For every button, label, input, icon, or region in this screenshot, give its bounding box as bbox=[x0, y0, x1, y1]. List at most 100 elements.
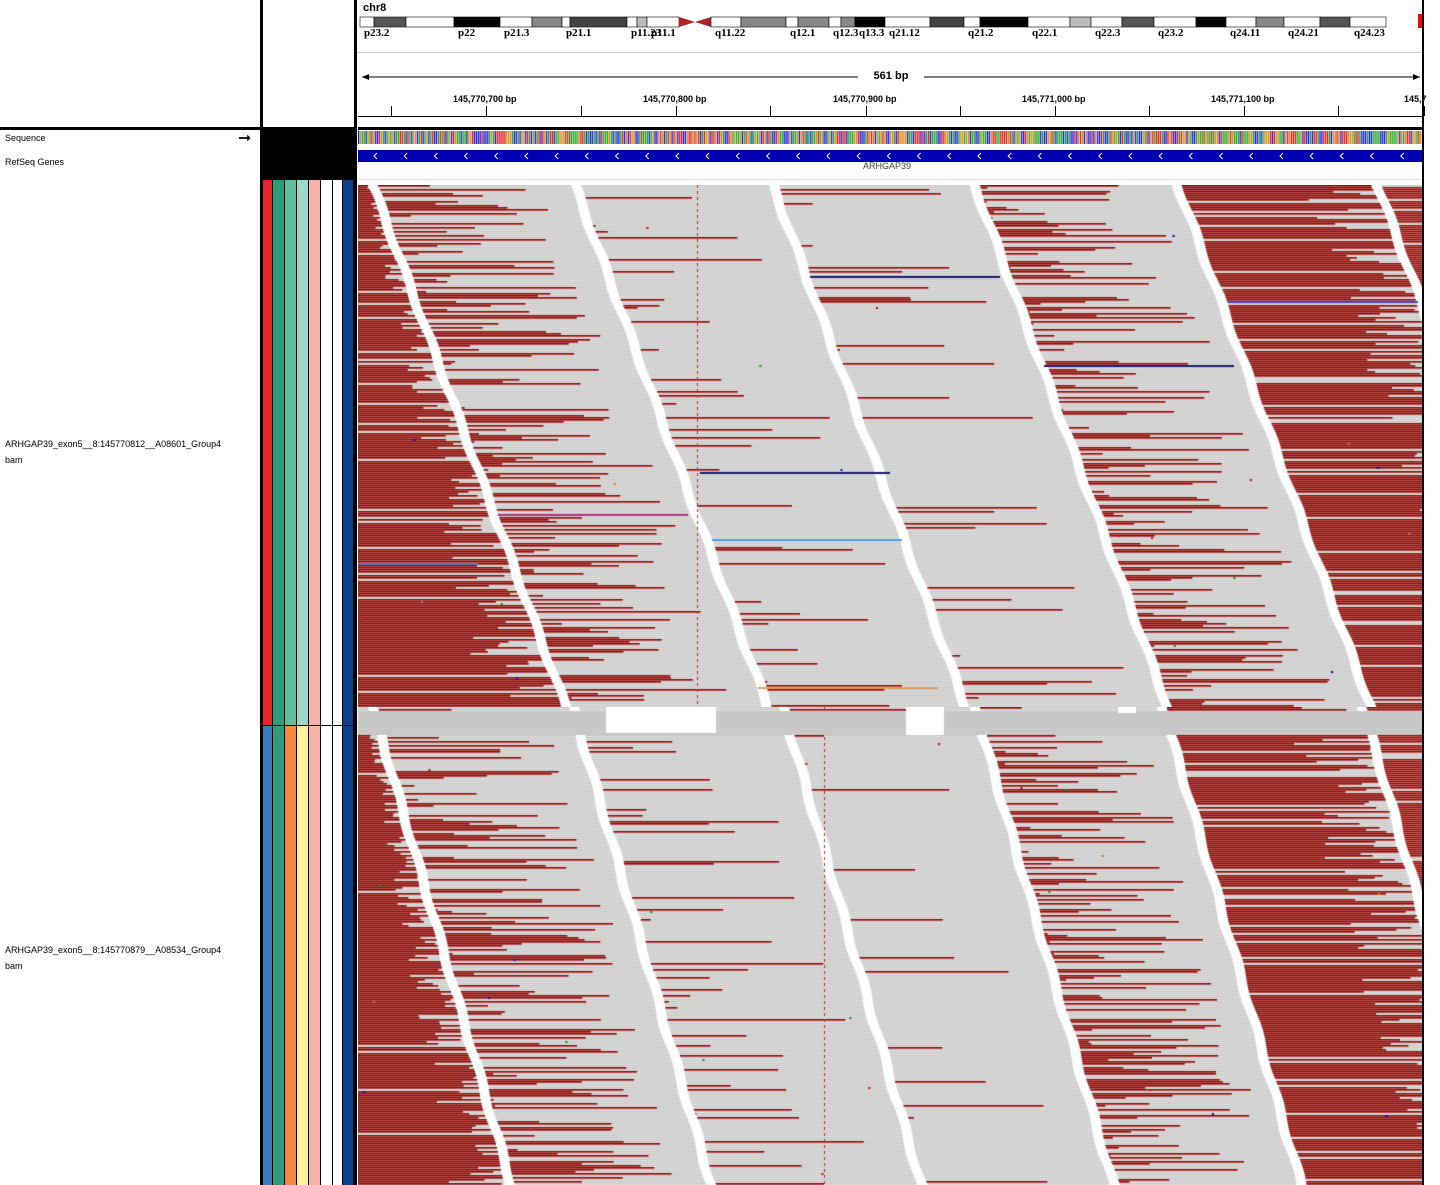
refseq-track-label[interactable]: RefSeq Genes bbox=[5, 157, 65, 167]
strand-arrow-icon[interactable]: ➞ bbox=[238, 130, 252, 147]
ruler-tick-label: 145,771,000 bp bbox=[1022, 94, 1086, 104]
attr-header-divider bbox=[263, 127, 354, 130]
cytoband-label: q13.3 bbox=[859, 27, 885, 39]
cytoband bbox=[710, 16, 742, 28]
cytoband bbox=[569, 16, 628, 28]
cytoband bbox=[884, 16, 931, 28]
ruler-major-tick bbox=[1244, 106, 1245, 116]
cytoband-label: q11.22 bbox=[715, 27, 746, 39]
ruler-minor-tick bbox=[960, 106, 961, 116]
panel-divider-left[interactable] bbox=[260, 0, 263, 1185]
refseq-divider bbox=[358, 179, 1424, 180]
cytoband bbox=[636, 16, 648, 28]
cytoband-label: q12.3 bbox=[833, 27, 859, 39]
alignment-track-1-name[interactable]: ARHGAP39_exon5__8:145770812__A08601_Grou… bbox=[5, 439, 222, 449]
cytoband bbox=[1153, 16, 1197, 28]
cytoband bbox=[979, 16, 1029, 28]
attr-row-divider bbox=[263, 725, 354, 726]
gene-feature-arhgap39[interactable] bbox=[358, 148, 1424, 164]
attribute-cell[interactable] bbox=[309, 726, 321, 1185]
data-header-divider bbox=[358, 127, 1424, 130]
ruler-tick-label: 145,771,100 bp bbox=[1211, 94, 1275, 104]
data-panel[interactable]: chr8 p23.2 p22 p21.3 p21.1 p11.23 p11.1 q11.22… bbox=[358, 0, 1427, 1185]
cytoband-label: q24.23 bbox=[1354, 27, 1385, 39]
ruler-tick-label: 145,770,800 bp bbox=[643, 94, 707, 104]
attribute-cell[interactable] bbox=[343, 726, 354, 1185]
attribute-cell[interactable] bbox=[333, 726, 343, 1185]
attribute-cell[interactable] bbox=[263, 726, 273, 1185]
ideogram-view-marker bbox=[1418, 14, 1424, 28]
cytoband bbox=[963, 16, 981, 28]
cytoband-label: p23.2 bbox=[364, 27, 390, 39]
attribute-cell[interactable] bbox=[263, 180, 273, 725]
ruler-minor-tick bbox=[1149, 106, 1150, 116]
cytoband bbox=[1069, 16, 1092, 28]
chromosome-name[interactable]: chr8 bbox=[363, 2, 387, 14]
cytoband bbox=[1225, 16, 1257, 28]
alignment-track-1-ext: bam bbox=[5, 455, 23, 465]
alignment-track-2-name[interactable]: ARHGAP39_exon5__8:145770879__A08534_Grou… bbox=[5, 945, 222, 955]
attribute-cell[interactable] bbox=[321, 726, 333, 1185]
attribute-cell[interactable] bbox=[285, 726, 297, 1185]
cytoband bbox=[561, 16, 571, 28]
sequence-track-label[interactable]: Sequence bbox=[5, 133, 46, 143]
cytoband bbox=[797, 16, 830, 28]
sequence-track[interactable] bbox=[358, 131, 1424, 144]
attribute-cell[interactable] bbox=[273, 180, 285, 725]
cytoband-label: q22.1 bbox=[1032, 27, 1057, 39]
cytoband-label: q21.2 bbox=[968, 27, 994, 39]
cytoband-label: p21.1 bbox=[566, 27, 591, 39]
ruler-major-tick bbox=[866, 106, 867, 116]
header-divider bbox=[0, 127, 260, 130]
attribute-row-track-2[interactable] bbox=[263, 726, 354, 1185]
cytoband bbox=[1090, 16, 1123, 28]
ruler-minor-tick bbox=[581, 106, 582, 116]
ruler-minor-tick bbox=[391, 106, 392, 116]
cytoband bbox=[1027, 16, 1071, 28]
ruler-tick-label: 145,770,700 bp bbox=[453, 94, 517, 104]
attribute-cell[interactable] bbox=[273, 726, 285, 1185]
data-panel-right-border bbox=[1422, 0, 1424, 1185]
cytoband-label: q22.3 bbox=[1095, 27, 1121, 39]
cytoband-label: q21.12 bbox=[889, 27, 920, 39]
attribute-cell[interactable] bbox=[333, 180, 343, 725]
ruler-minor-tick bbox=[770, 106, 771, 116]
cytoband bbox=[453, 16, 501, 28]
cytoband-label: q23.2 bbox=[1158, 27, 1184, 39]
attribute-cell[interactable] bbox=[343, 180, 354, 725]
attribute-cell[interactable] bbox=[321, 180, 333, 725]
panel-divider-right[interactable] bbox=[354, 0, 357, 1185]
alignment-track-2-ext: bam bbox=[5, 961, 23, 971]
genomic-ruler[interactable]: 145,770,700 bp 145,770,800 bp 145,770,900 … bbox=[358, 90, 1427, 128]
cytoband bbox=[531, 16, 563, 28]
alignment-track-1[interactable] bbox=[358, 185, 1424, 707]
cytoband-label: p11.1 bbox=[651, 27, 676, 39]
cytoband-label: p11.23 bbox=[631, 27, 662, 39]
cytoband-label: q24.11 bbox=[1230, 27, 1260, 39]
ruler-baseline bbox=[358, 116, 1424, 117]
cytoband bbox=[1255, 16, 1285, 28]
span-label: 561 bp bbox=[873, 70, 909, 82]
cytoband bbox=[626, 16, 638, 28]
attribute-row-track-1[interactable] bbox=[263, 180, 354, 725]
alignment-track-2[interactable] bbox=[358, 707, 1424, 1185]
attribute-cell[interactable] bbox=[285, 180, 297, 725]
cytoband-label: q24.21 bbox=[1288, 27, 1319, 39]
attribute-cell[interactable] bbox=[297, 180, 309, 725]
cytoband bbox=[1121, 16, 1155, 28]
cytoband bbox=[499, 16, 533, 28]
cytoband bbox=[1283, 16, 1321, 28]
attribute-cell[interactable] bbox=[297, 726, 309, 1185]
cytoband bbox=[828, 16, 842, 28]
attribute-cell[interactable] bbox=[309, 180, 321, 725]
cytoband bbox=[840, 16, 856, 28]
ruler-minor-tick bbox=[1338, 106, 1339, 116]
cytoband bbox=[1195, 16, 1227, 28]
cytoband bbox=[405, 16, 455, 28]
cytoband-label: q12.1 bbox=[790, 27, 815, 39]
ideogram-divider bbox=[358, 52, 1424, 53]
cytoband bbox=[646, 16, 680, 28]
cytoband bbox=[1319, 16, 1351, 28]
ruler-major-tick bbox=[486, 106, 487, 116]
